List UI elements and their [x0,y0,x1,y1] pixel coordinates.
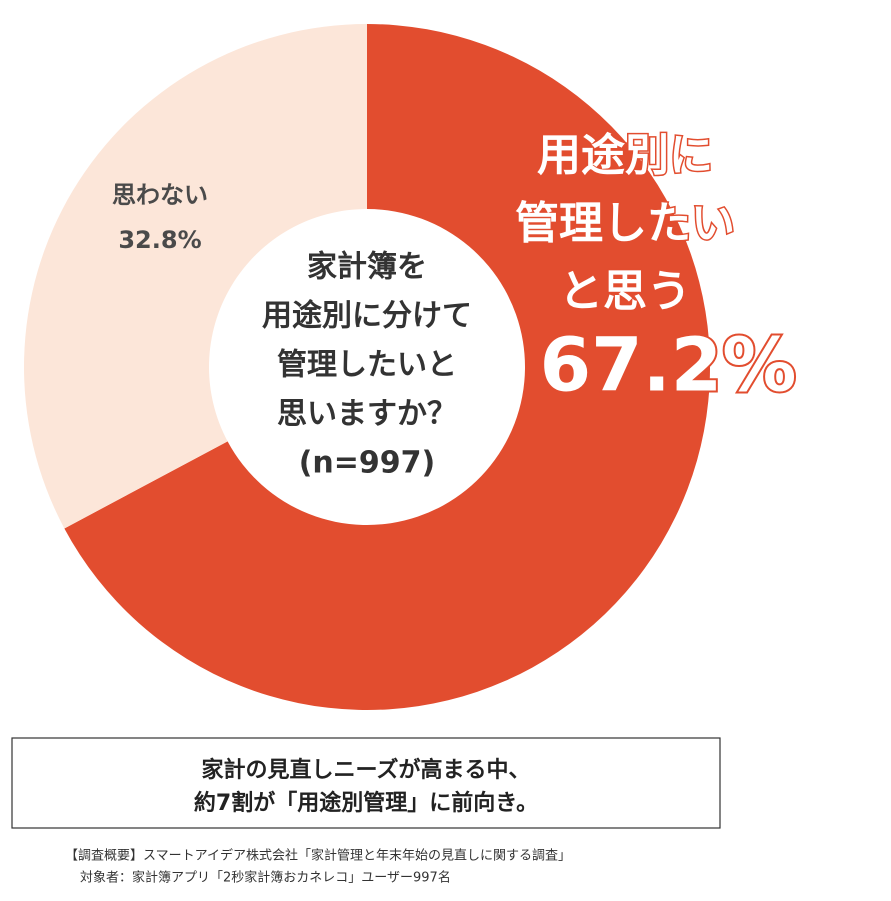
value-label: 67.2% [540,323,797,409]
segment-label: 管理したい [515,198,735,249]
segment-label: と思う [559,266,691,317]
center-label: 管理したいと [277,348,457,383]
footnote: 対象者：家計簿アプリ「2秒家計簿おカネレコ」ユーザー997名 [80,870,451,886]
donut-segment [64,24,711,710]
value-label: 32.8% [118,226,201,254]
center-label: 家計簿を [307,250,427,285]
callout-text: 約7割が「用途別管理」に前向き。 [194,790,538,816]
center-label: 用途別に分けて [262,299,472,334]
center-label: 思いますか？ [277,397,457,432]
segment-label: 用途別に [537,130,713,181]
callout-box [11,737,721,829]
center-label: (n=997) [299,446,436,481]
callout-text: 家計の見直しニーズが高まる中、 [202,757,531,783]
segment-label: 思わない [112,181,208,209]
footnote: 【調査概要】スマートアイデア株式会社「家計管理と年末年始の見直しに関する調査」 [65,848,571,864]
donut-segment [23,24,368,529]
